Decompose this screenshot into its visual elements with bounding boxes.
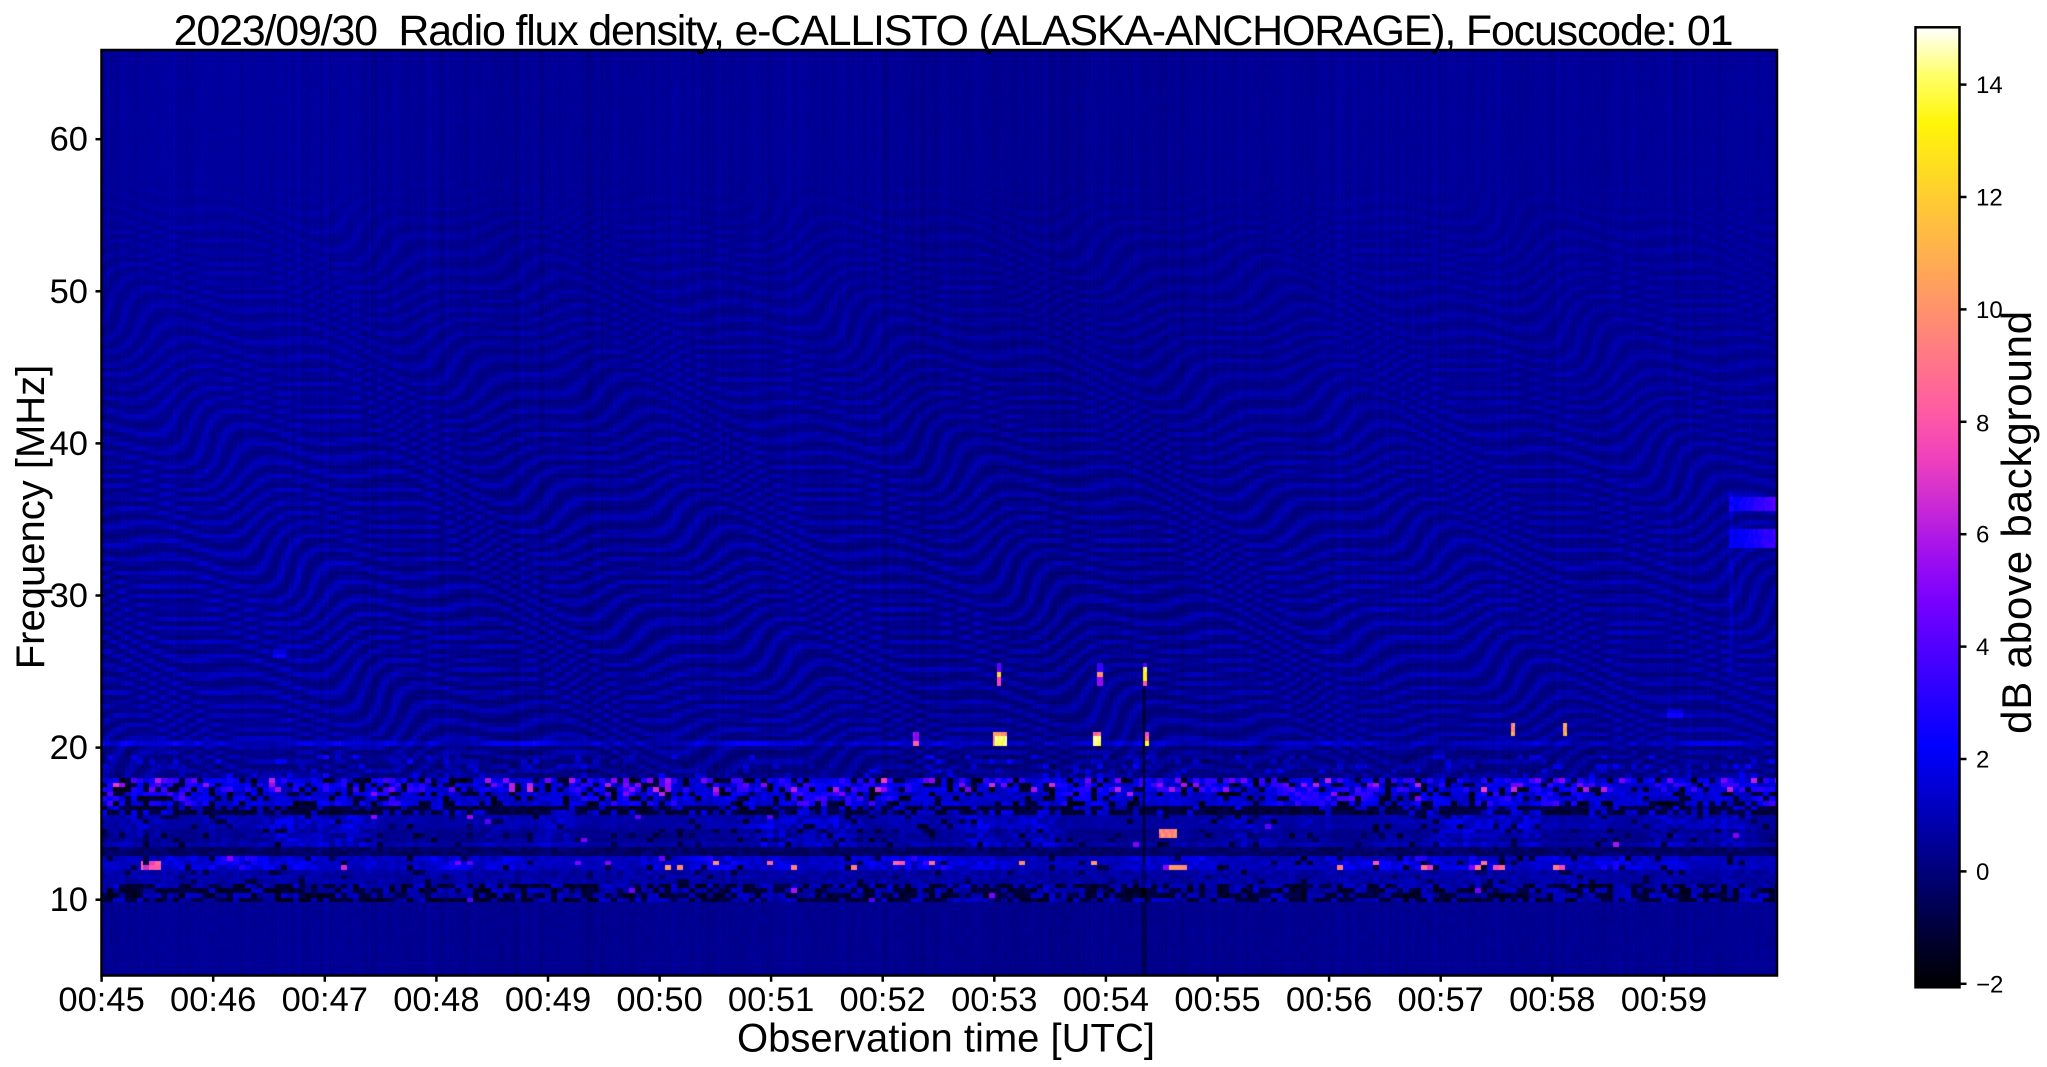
svg-text:00:46: 00:46: [170, 981, 256, 1019]
svg-text:00:54: 00:54: [1063, 981, 1149, 1019]
svg-text:00:51: 00:51: [728, 981, 814, 1019]
svg-text:8: 8: [1976, 410, 1989, 437]
svg-text:00:49: 00:49: [505, 981, 591, 1019]
svg-text:Frequency [MHz]: Frequency [MHz]: [9, 365, 53, 670]
svg-text:50: 50: [50, 273, 88, 311]
svg-text:6: 6: [1976, 522, 1989, 549]
svg-text:00:57: 00:57: [1398, 981, 1484, 1019]
svg-text:2: 2: [1976, 747, 1989, 774]
svg-text:0: 0: [1976, 859, 1989, 886]
svg-text:60: 60: [50, 121, 88, 159]
svg-text:4: 4: [1976, 634, 1989, 661]
svg-text:10: 10: [1976, 297, 2003, 324]
svg-text:dB above background: dB above background: [1993, 310, 2040, 734]
svg-text:00:50: 00:50: [616, 981, 702, 1019]
svg-text:12: 12: [1976, 185, 2003, 212]
svg-text:2023/09/30 Radio flux density: 2023/09/30 Radio flux density, e-CALLIST…: [174, 7, 1733, 55]
svg-text:00:45: 00:45: [58, 981, 144, 1019]
svg-text:00:47: 00:47: [282, 981, 368, 1019]
svg-text:10: 10: [50, 881, 88, 919]
svg-text:00:53: 00:53: [951, 981, 1037, 1019]
svg-text:30: 30: [50, 577, 88, 615]
svg-text:−2: −2: [1976, 971, 2003, 998]
svg-text:00:52: 00:52: [840, 981, 926, 1019]
svg-text:00:56: 00:56: [1286, 981, 1372, 1019]
svg-text:14: 14: [1976, 72, 2003, 99]
svg-text:Observation time [UTC]: Observation time [UTC]: [737, 1017, 1155, 1061]
svg-text:00:59: 00:59: [1621, 981, 1707, 1019]
svg-text:00:48: 00:48: [393, 981, 479, 1019]
svg-text:20: 20: [50, 729, 88, 767]
svg-text:00:55: 00:55: [1174, 981, 1260, 1019]
svg-text:00:58: 00:58: [1509, 981, 1595, 1019]
svg-text:40: 40: [50, 425, 88, 463]
